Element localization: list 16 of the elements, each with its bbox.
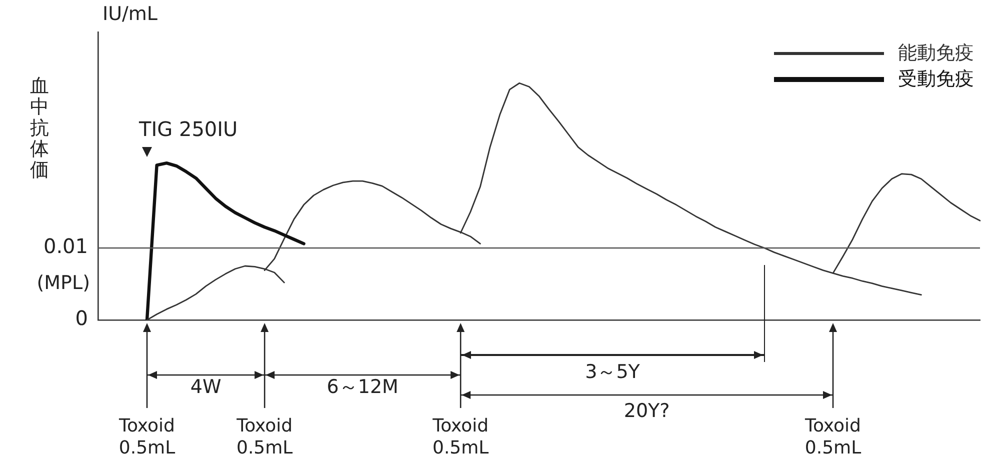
text: 4W [190,376,222,398]
text: Toxoid 0.5mL [236,416,293,459]
annotation: TIG 250IU [138,117,238,142]
text: 6～12M [326,376,398,398]
text: IU/mL [102,2,158,25]
text: (MPL) [36,272,90,294]
text: 3～5Y [585,360,640,383]
text: 20Y? [624,400,670,422]
text: 能動免疫 [898,41,974,66]
text: 受動免疫 [898,67,974,92]
y-tick-label: 0.01 [43,234,88,258]
y-tick-label: 0 [75,306,88,330]
text: Toxoid 0.5mL [432,416,489,459]
y-axis-title: 血中抗体価 [30,75,49,181]
text: Toxoid 0.5mL [118,416,176,459]
text: Toxoid 0.5mL [804,416,862,459]
